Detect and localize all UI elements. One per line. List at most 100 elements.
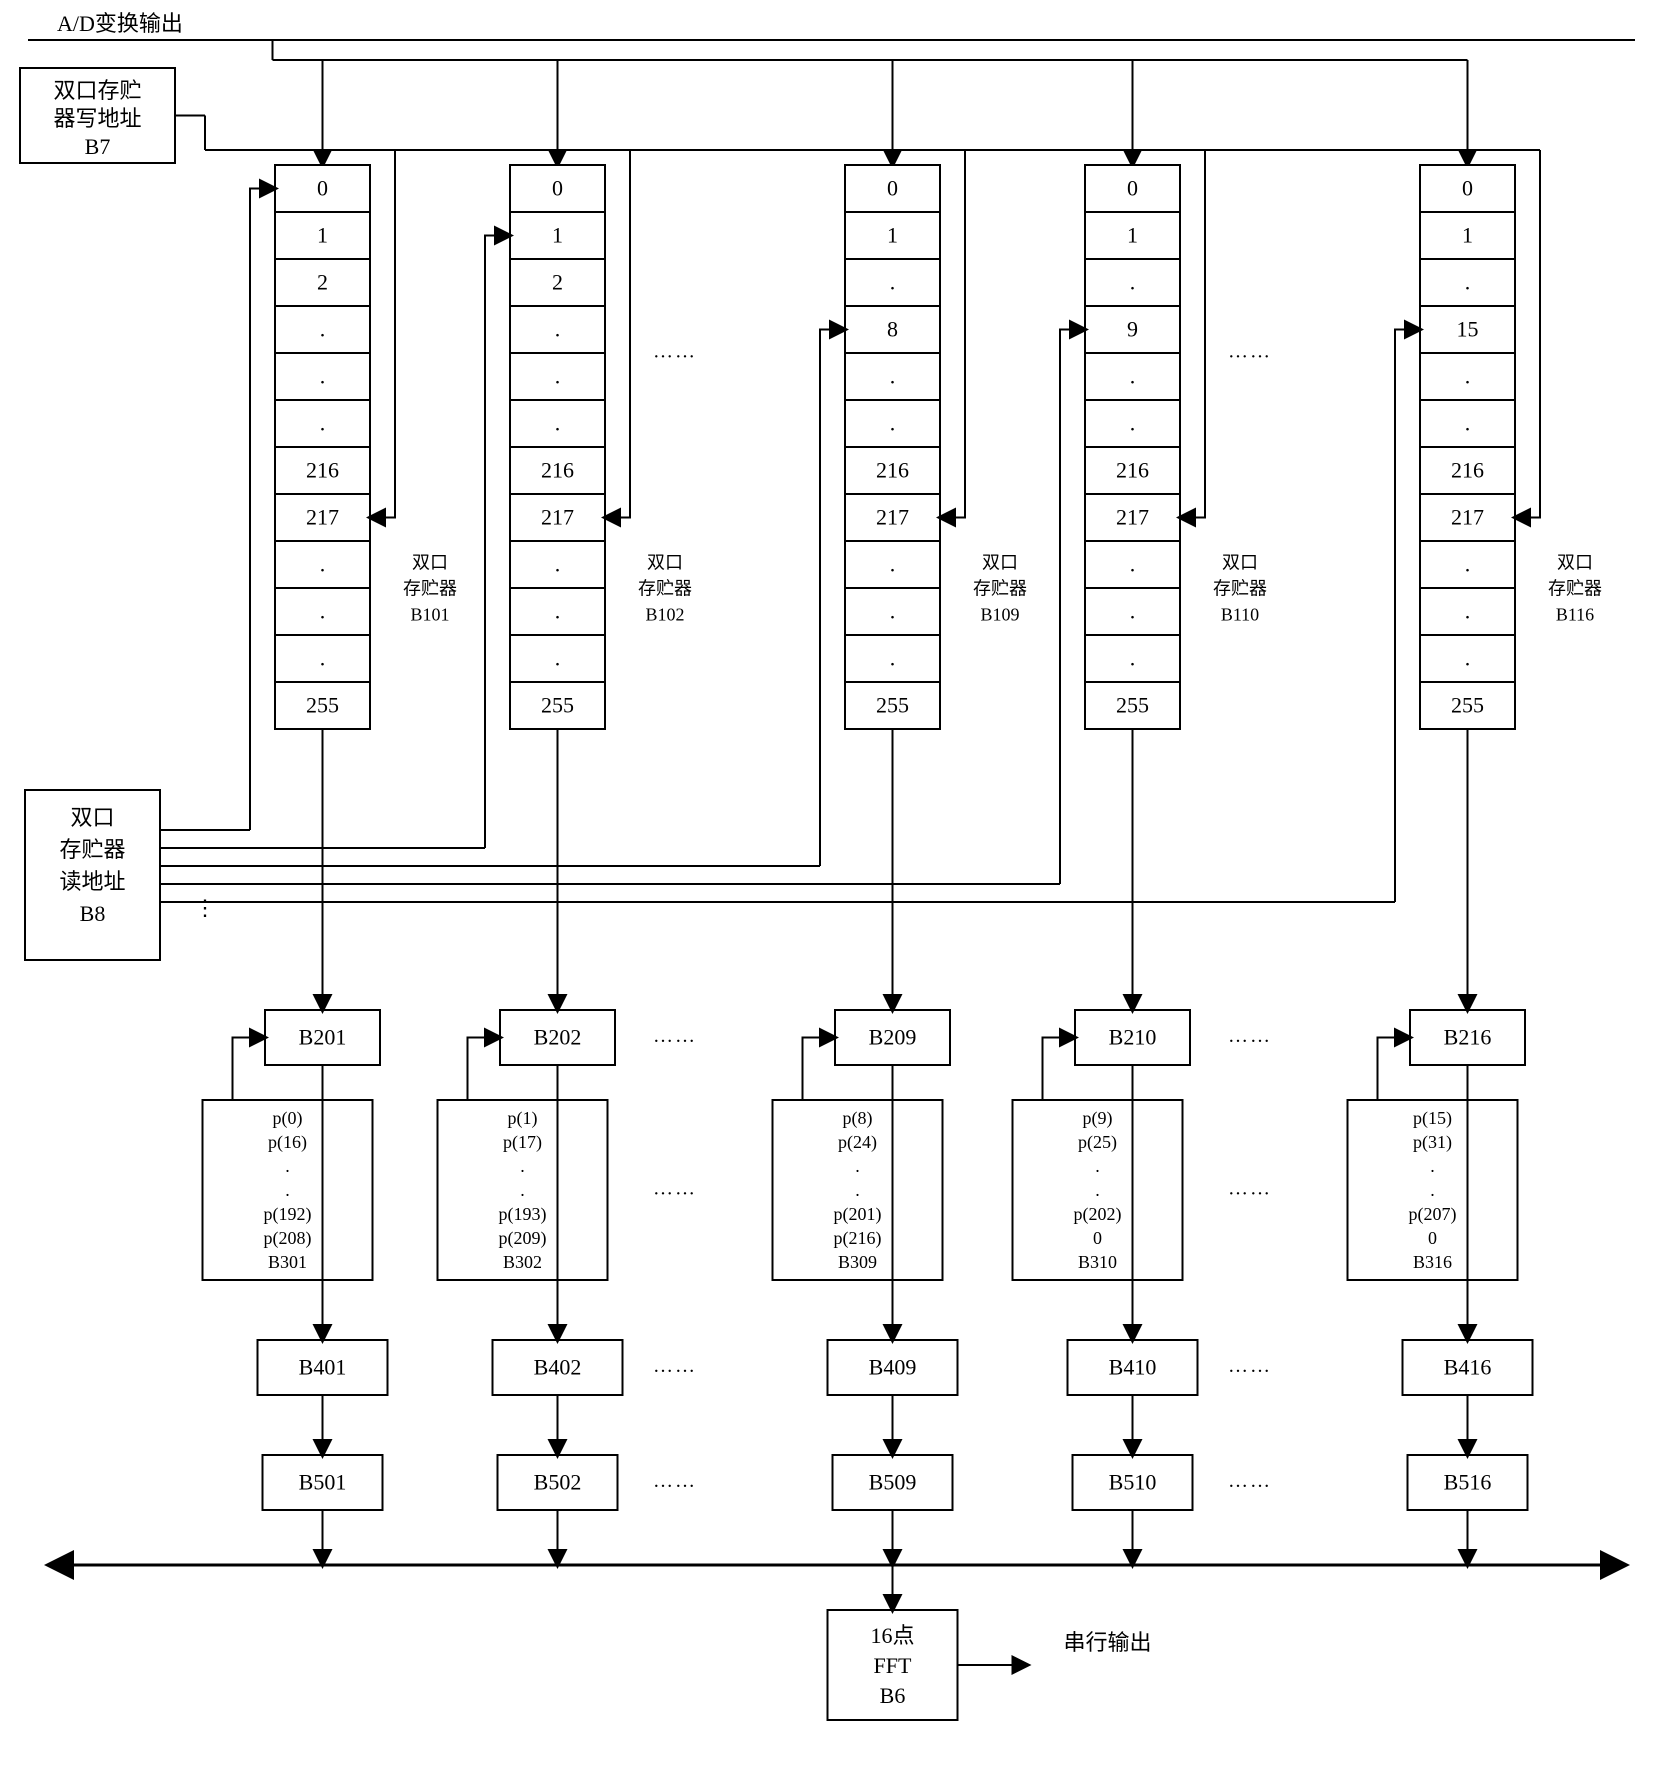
svg-text:0: 0 (887, 176, 898, 201)
svg-text:.: . (555, 552, 561, 577)
svg-text:B110: B110 (1221, 605, 1259, 625)
svg-text:p(216): p(216) (834, 1228, 882, 1249)
svg-text:B502: B502 (534, 1470, 582, 1495)
svg-text:.: . (555, 646, 561, 671)
svg-text:216: 216 (1451, 458, 1484, 483)
svg-text:存贮器: 存贮器 (403, 579, 457, 599)
svg-text:p(31): p(31) (1413, 1132, 1452, 1153)
svg-text:p(201): p(201) (834, 1204, 882, 1225)
svg-text:存贮器: 存贮器 (1548, 579, 1602, 599)
svg-text:.: . (890, 599, 896, 624)
svg-text:B210: B210 (1109, 1025, 1157, 1050)
svg-text:B202: B202 (534, 1025, 582, 1050)
svg-text:15: 15 (1457, 317, 1479, 342)
svg-text:……: …… (653, 1355, 697, 1377)
svg-text:.: . (890, 270, 896, 295)
svg-text:1: 1 (317, 223, 328, 248)
svg-text:.: . (320, 317, 326, 342)
svg-text:1: 1 (1127, 223, 1138, 248)
svg-text:255: 255 (1116, 693, 1149, 718)
svg-text:.: . (285, 1156, 290, 1176)
svg-text:.: . (1465, 364, 1471, 389)
svg-text:.: . (890, 646, 896, 671)
svg-text:.: . (1465, 411, 1471, 436)
svg-text:p(202): p(202) (1074, 1204, 1122, 1225)
svg-text:p(24): p(24) (838, 1132, 877, 1153)
svg-text:存贮器: 存贮器 (973, 579, 1027, 599)
svg-text:⋮: ⋮ (194, 895, 216, 920)
svg-text:.: . (1465, 270, 1471, 295)
svg-text:p(8): p(8) (843, 1108, 873, 1129)
svg-text:216: 216 (306, 458, 339, 483)
svg-text:p(9): p(9) (1083, 1108, 1113, 1129)
svg-text:p(15): p(15) (1413, 1108, 1452, 1129)
svg-text:255: 255 (876, 693, 909, 718)
svg-text:B402: B402 (534, 1355, 582, 1380)
svg-text:0: 0 (1127, 176, 1138, 201)
svg-text:.: . (1130, 646, 1136, 671)
svg-text:B6: B6 (880, 1683, 906, 1708)
svg-text:0: 0 (1093, 1228, 1102, 1248)
svg-text:.: . (520, 1180, 525, 1200)
fft-block-diagram: A/D变换输出双口存贮器写地址B7双口存贮器读地址B8⋮012...216217… (10, 10, 1654, 1775)
svg-text:B301: B301 (268, 1252, 307, 1272)
svg-text:B416: B416 (1444, 1355, 1492, 1380)
svg-text:……: …… (653, 1470, 697, 1492)
svg-text:……: …… (653, 1178, 697, 1200)
svg-text:p(1): p(1) (508, 1108, 538, 1129)
svg-text:217: 217 (541, 505, 574, 530)
svg-text:B201: B201 (299, 1025, 347, 1050)
svg-text:B309: B309 (838, 1252, 877, 1272)
svg-text:B409: B409 (869, 1355, 917, 1380)
svg-text:.: . (555, 364, 561, 389)
svg-text:B8: B8 (80, 901, 106, 926)
svg-text:.: . (1095, 1180, 1100, 1200)
svg-text:.: . (555, 317, 561, 342)
svg-text:B102: B102 (645, 605, 684, 625)
svg-text:9: 9 (1127, 317, 1138, 342)
svg-text:216: 216 (541, 458, 574, 483)
svg-text:.: . (1465, 552, 1471, 577)
svg-text:8: 8 (887, 317, 898, 342)
svg-text:255: 255 (1451, 693, 1484, 718)
svg-text:p(16): p(16) (268, 1132, 307, 1153)
svg-text:216: 216 (876, 458, 909, 483)
svg-text:p(209): p(209) (499, 1228, 547, 1249)
svg-text:双口: 双口 (70, 805, 114, 830)
svg-text:.: . (1130, 270, 1136, 295)
svg-text:.: . (855, 1156, 860, 1176)
svg-text:双口: 双口 (412, 553, 448, 573)
svg-text:B510: B510 (1109, 1470, 1157, 1495)
svg-text:.: . (1130, 411, 1136, 436)
svg-text:2: 2 (317, 270, 328, 295)
svg-text:……: …… (1228, 1470, 1272, 1492)
svg-text:16点: 16点 (870, 1623, 914, 1648)
svg-text:B410: B410 (1109, 1355, 1157, 1380)
svg-text:0: 0 (1462, 176, 1473, 201)
svg-text:串行输出: 串行输出 (1063, 1630, 1151, 1655)
svg-text:p(25): p(25) (1078, 1132, 1117, 1153)
svg-text:双口: 双口 (1557, 553, 1593, 573)
svg-text:1: 1 (887, 223, 898, 248)
svg-text:217: 217 (1116, 505, 1149, 530)
svg-text:B501: B501 (299, 1470, 347, 1495)
svg-text:2: 2 (552, 270, 563, 295)
svg-text:.: . (1465, 646, 1471, 671)
svg-text:.: . (890, 552, 896, 577)
svg-text:255: 255 (541, 693, 574, 718)
svg-text:B516: B516 (1444, 1470, 1492, 1495)
svg-text:B101: B101 (410, 605, 449, 625)
svg-text:.: . (1130, 599, 1136, 624)
svg-text:B401: B401 (299, 1355, 347, 1380)
svg-text:0: 0 (317, 176, 328, 201)
svg-text:……: …… (653, 341, 697, 363)
svg-text:B216: B216 (1444, 1025, 1492, 1050)
svg-text:.: . (1430, 1180, 1435, 1200)
svg-text:B316: B316 (1413, 1252, 1452, 1272)
svg-text:双口: 双口 (1222, 553, 1258, 573)
svg-text:存贮器: 存贮器 (1213, 579, 1267, 599)
svg-text:双口存贮: 双口存贮 (53, 78, 141, 103)
svg-text:.: . (890, 364, 896, 389)
svg-text:B209: B209 (869, 1025, 917, 1050)
svg-text:……: …… (1228, 1355, 1272, 1377)
